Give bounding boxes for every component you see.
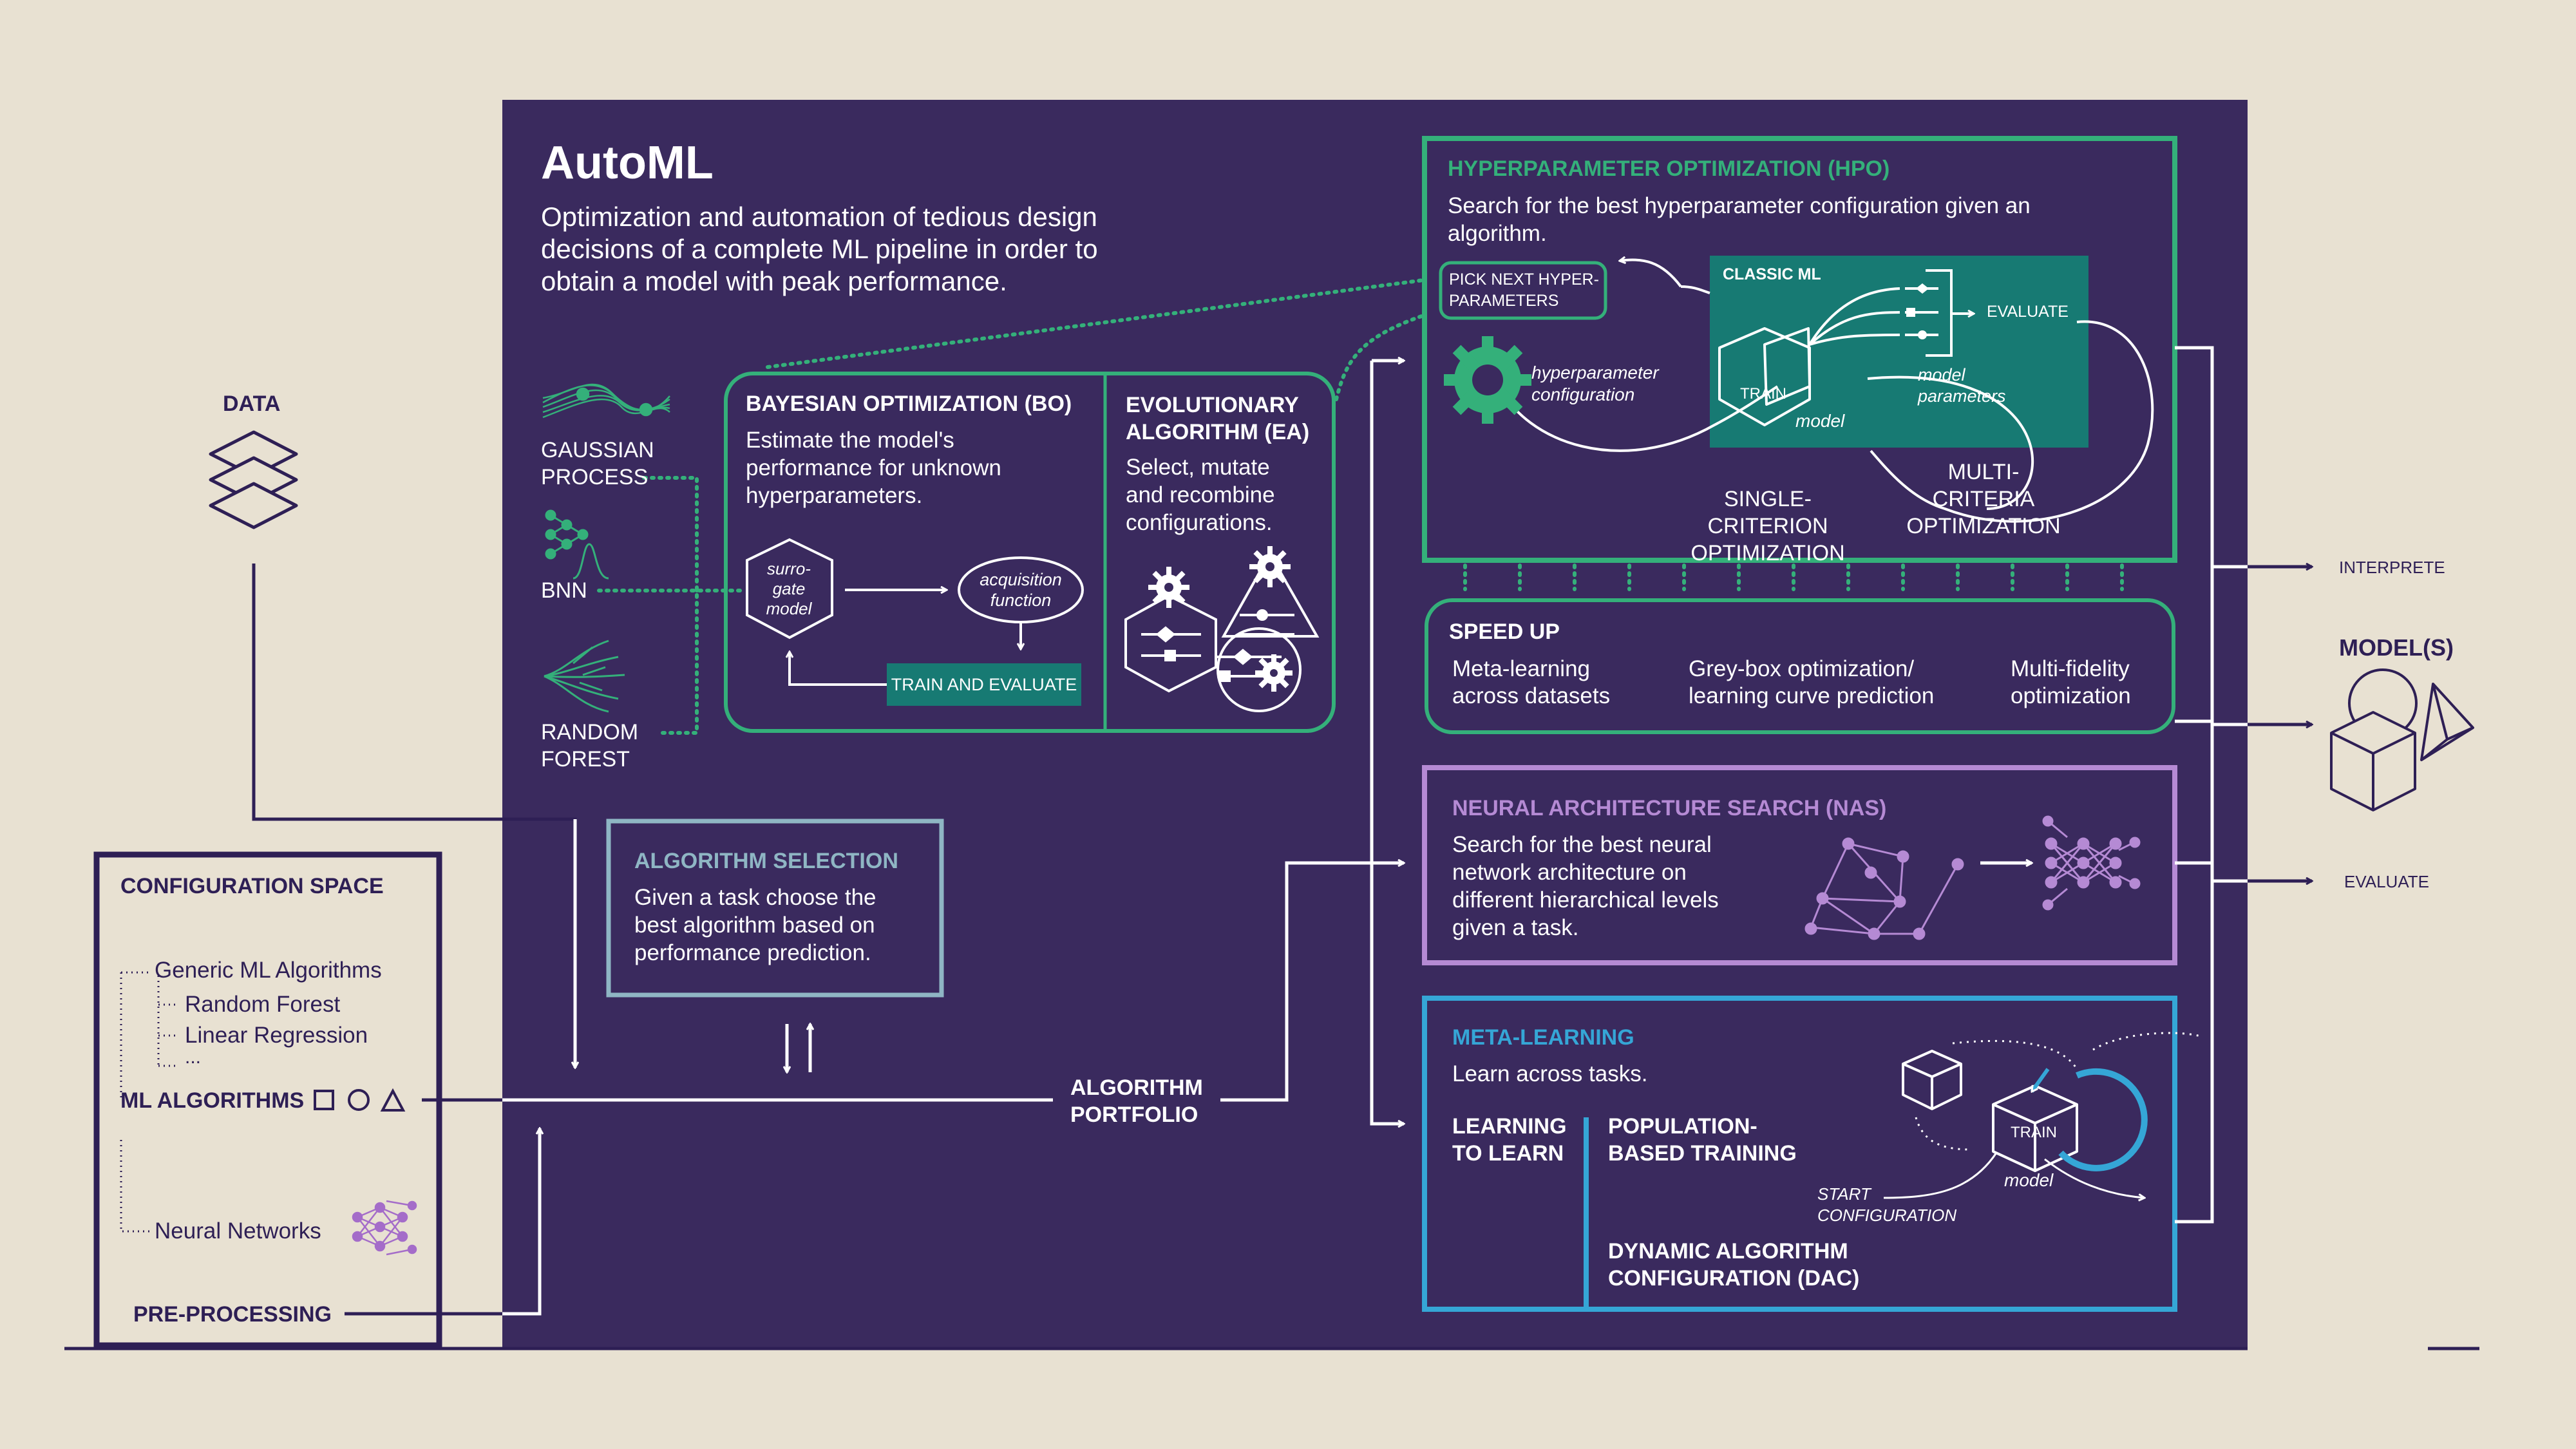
- hpo-title: HYPERPARAMETER OPTIMIZATION (HPO): [1448, 156, 1890, 181]
- cube-icon: [1902, 1050, 2078, 1172]
- cube-icon: [1718, 327, 1811, 426]
- ml-algorithms-label: ML ALGORITHMS: [120, 1088, 305, 1113]
- train-evaluate-label: TRAIN AND EVALUATE: [891, 675, 1077, 694]
- algorithm-portfolio-label: ALGORITHM PORTFOLIO: [1070, 1075, 1203, 1127]
- algorithm-selection-box: [606, 819, 944, 998]
- multi-criteria-label: MULTI-CRITERIA OPTIMIZATION: [1906, 460, 2061, 538]
- bnn-icon: [545, 509, 609, 580]
- linear-regression-item: Linear Regression: [185, 1023, 368, 1048]
- nas-box: [1422, 765, 2177, 965]
- train-evaluate-box: [887, 663, 1081, 706]
- hpo-train-label: TRAIN: [1740, 385, 1786, 402]
- neural-networks-item: Neural Networks: [155, 1218, 321, 1244]
- shape-icons: [314, 1088, 406, 1112]
- data-label: DATA: [223, 392, 281, 416]
- configuration-space-box: [93, 851, 442, 1349]
- acquisition-function-label: acquisition function: [980, 570, 1062, 610]
- ea-title: EVOLUTIONARY ALGORITHM (EA): [1126, 393, 1310, 444]
- meta-train-label: TRAIN: [2011, 1124, 2057, 1141]
- nas-description: Search for the best neural network archi…: [1452, 832, 1719, 940]
- hpo-model-label: model: [1795, 411, 1845, 431]
- hpo-description: Search for the best hyperparameter confi…: [1448, 193, 2031, 246]
- portfolio-trunk: [1370, 361, 1404, 1124]
- interprete-label: INTERPRETE: [2339, 558, 2445, 577]
- dac-label: DYNAMIC ALGORITHM CONFIGURATION (DAC): [1608, 1239, 1860, 1291]
- population-based-training-label: POPULATION- BASED TRAINING: [1608, 1114, 1797, 1166]
- model-shapes-icon: [2330, 668, 2474, 811]
- classic-ml-label: CLASSIC ML: [1723, 265, 1821, 283]
- portfolio-line-nas: [1220, 863, 1404, 1102]
- hpo-evaluate-label: EVALUATE: [1987, 303, 2069, 321]
- random-forest-label: RANDOM FOREST: [541, 720, 639, 772]
- algorithm-selection-title: ALGORITHM SELECTION: [634, 849, 898, 873]
- pick-next-box: [1439, 261, 1607, 320]
- algorithm-selection-description: Given a task choose the best algorithm b…: [634, 885, 876, 965]
- ea-description: Select, mutate and recombine configurati…: [1126, 455, 1275, 535]
- meta-learning-box: [1422, 996, 2177, 1312]
- speed-up-item: Multi-fidelity optimization: [2011, 656, 2131, 708]
- output-evaluate-label: EVALUATE: [2344, 872, 2429, 891]
- bo-description: Estimate the model's performance for unk…: [746, 428, 1001, 508]
- gear-icon: [1444, 336, 1531, 424]
- ellipsis-item: ...: [185, 1046, 202, 1068]
- acquisition-function-ellipse: [958, 556, 1084, 623]
- surrogate-model-label: surro- gate model: [766, 559, 812, 618]
- page-description: Optimization and automation of tedious d…: [541, 202, 1098, 296]
- neural-network-icon: [352, 1200, 417, 1256]
- learning-to-learn-label: LEARNING TO LEARN: [1452, 1114, 1567, 1166]
- speed-up-item: Meta-learning across datasets: [1452, 656, 1611, 708]
- network-graph-icon: [1804, 837, 1964, 940]
- hyperparameter-configuration-label: hyperparameter configuration: [1531, 363, 1659, 404]
- speed-up-box: [1425, 598, 2175, 734]
- start-configuration-label: START CONFIGURATION: [1817, 1184, 1957, 1225]
- config-tree: [120, 971, 177, 1233]
- model-parameters-label: model parameters: [1918, 365, 2006, 406]
- bo-title: BAYESIAN OPTIMIZATION (BO): [746, 392, 1072, 416]
- configuration-space-title: CONFIGURATION SPACE: [120, 874, 384, 898]
- bo-ea-box: [724, 372, 1336, 733]
- single-criterion-label: SINGLE-CRITERION OPTIMIZATION: [1690, 487, 1845, 565]
- random-forest-icon: [544, 639, 625, 713]
- surrogate-connectors: [597, 278, 2124, 735]
- pick-next-label: PICK NEXT HYPER- PARAMETERS: [1449, 270, 1599, 310]
- speed-up-item: Grey-box optimization/ learning curve pr…: [1689, 656, 1935, 708]
- preprocessing-label: PRE-PROCESSING: [133, 1302, 332, 1327]
- page-title: AutoML: [541, 137, 714, 189]
- meta-learning-description: Learn across tasks.: [1452, 1061, 1648, 1086]
- neural-network-icon: [2042, 815, 2141, 911]
- ea-icons: [1124, 551, 1320, 712]
- surrogate-model-hexagon: [746, 538, 833, 639]
- nas-title: NEURAL ARCHITECTURE SEARCH (NAS): [1452, 796, 1887, 820]
- models-label: MODEL(S): [2339, 634, 2454, 661]
- gaussian-process-label: GAUSSIAN PROCESS: [541, 438, 654, 489]
- meta-learning-title: META-LEARNING: [1452, 1025, 1634, 1050]
- speed-up-title: SPEED UP: [1449, 620, 1560, 644]
- random-forest-item: Random Forest: [185, 992, 341, 1017]
- swap-arrows: [787, 1024, 810, 1072]
- gaussian-process-icon: [542, 383, 670, 419]
- meta-model-label: model: [2004, 1170, 2054, 1190]
- bnn-label: BNN: [541, 578, 587, 603]
- layers-icon: [209, 430, 298, 529]
- classic-ml-box: [1710, 256, 2088, 448]
- generic-ml-algorithms-item: Generic ML Algorithms: [155, 958, 382, 983]
